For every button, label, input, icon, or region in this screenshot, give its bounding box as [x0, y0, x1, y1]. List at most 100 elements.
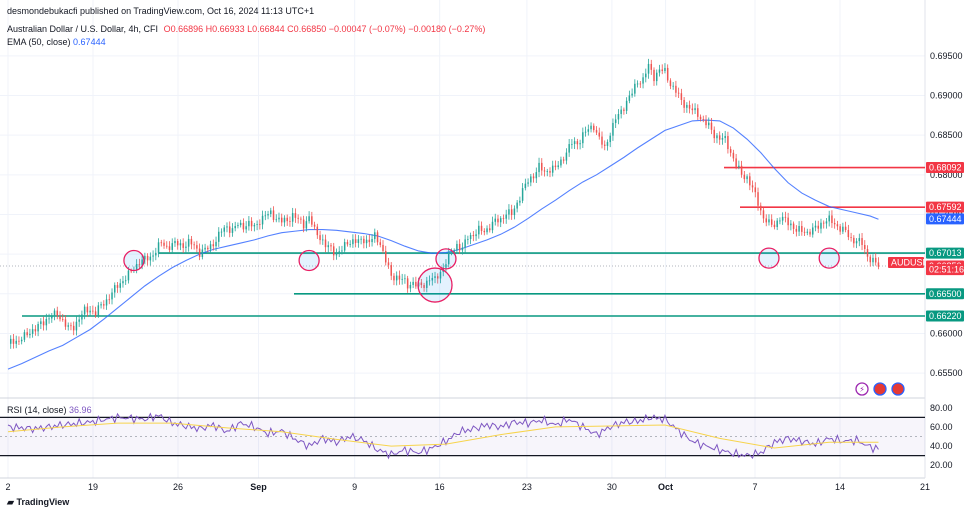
candle-body: [272, 210, 275, 220]
candle-body: [31, 329, 34, 334]
candle-body: [743, 174, 746, 180]
candle-body: [215, 241, 217, 247]
candle-body: [836, 224, 839, 227]
countdown-badge: [926, 264, 964, 276]
rsi-tick-label: 40.00: [930, 441, 953, 451]
candle-body: [746, 176, 748, 180]
candle-body: [67, 325, 69, 327]
candle-body: [497, 218, 499, 223]
candle-body: [776, 220, 778, 228]
candle-body: [226, 226, 228, 228]
candle-body: [478, 225, 480, 235]
symbol-badge-label: AUDUSD: [891, 257, 930, 267]
candle-body: [26, 332, 28, 336]
candle-body: [538, 162, 540, 173]
candle-body: [713, 129, 715, 139]
candle-body: [174, 241, 176, 244]
candle-body: [864, 244, 866, 250]
candle-body: [152, 255, 154, 257]
rsi-value: 36.96: [69, 405, 92, 415]
candle-body: [228, 226, 231, 233]
ema-line: [7, 119, 879, 370]
candle-body: [12, 338, 15, 344]
candle-body: [415, 281, 417, 287]
candle-body: [664, 67, 666, 72]
candle-body: [387, 262, 390, 266]
candle-body: [149, 256, 152, 261]
touch-circle: [417, 267, 453, 303]
candle-body: [426, 280, 428, 288]
candle-body: [371, 239, 373, 243]
candle-body: [9, 338, 12, 344]
candle-body: [439, 271, 442, 279]
candle-body: [803, 231, 806, 233]
candle-body: [620, 109, 622, 115]
candle-body: [108, 299, 111, 301]
candle-body: [653, 69, 655, 82]
candle-body: [322, 239, 324, 241]
rsi-label: RSI (14, close): [7, 405, 67, 415]
candle-body: [327, 245, 330, 248]
candle-body: [510, 209, 513, 216]
candle-body: [242, 222, 245, 230]
candle-body: [636, 83, 639, 85]
candle-body: [245, 226, 247, 230]
candle-body: [598, 132, 601, 137]
candle-body: [464, 239, 466, 248]
candle-body: [141, 259, 143, 265]
candle-body: [349, 244, 351, 245]
candle-body: [760, 205, 762, 211]
candle-body: [770, 219, 773, 225]
candle-body: [724, 135, 726, 139]
candle-body: [833, 223, 836, 225]
candle-body: [557, 165, 559, 168]
candle-body: [45, 318, 48, 326]
candle-body: [781, 216, 784, 221]
candle-body: [231, 228, 234, 233]
candle-body: [798, 226, 800, 232]
candle-body: [795, 228, 798, 232]
candle-body: [642, 77, 644, 84]
ema-legend[interactable]: EMA (50, close) 0.67444: [7, 37, 106, 47]
event-icons: ⚡: [855, 382, 905, 396]
candle-body: [431, 277, 434, 281]
candle-body: [61, 319, 64, 320]
candle-body: [218, 231, 220, 242]
horizontal-levels: [22, 166, 925, 317]
ema-badge: [926, 213, 964, 225]
ema-badge-label: 0.67444: [929, 214, 962, 224]
candle-body: [382, 244, 384, 251]
candle-body: [97, 305, 100, 316]
tradingview-logo[interactable]: ▰ TradingView: [7, 497, 69, 508]
candle-body: [866, 249, 869, 257]
candle-body: [267, 214, 269, 216]
candle-body: [549, 171, 551, 173]
candle-body: [521, 188, 524, 201]
candle-body: [573, 141, 576, 144]
lightning-icon[interactable]: [855, 382, 869, 396]
candle-body: [182, 243, 184, 248]
candle-body: [822, 222, 825, 224]
candle-body: [365, 239, 368, 244]
touch-circles: [123, 247, 840, 303]
candle-body: [872, 257, 874, 263]
candle-body: [697, 108, 699, 117]
candle-body: [406, 278, 409, 289]
candle-body: [445, 264, 447, 268]
candle-body: [751, 185, 754, 188]
us-flag-icon[interactable]: [873, 382, 887, 396]
candle-body: [801, 226, 803, 232]
tradingview-brand: TradingView: [16, 497, 70, 507]
touch-circle: [435, 248, 457, 270]
time-tick-label: Sep: [250, 482, 267, 492]
candle-body: [729, 149, 732, 153]
candle-body: [491, 221, 494, 231]
us-flag-icon[interactable]: [891, 382, 905, 396]
candle-body: [839, 226, 841, 232]
time-tick-label: Oct: [658, 482, 673, 492]
rsi-legend[interactable]: RSI (14, close) 36.96: [7, 405, 92, 415]
candle-body: [541, 162, 543, 171]
candle-body: [609, 135, 611, 143]
candle-body: [105, 299, 108, 306]
